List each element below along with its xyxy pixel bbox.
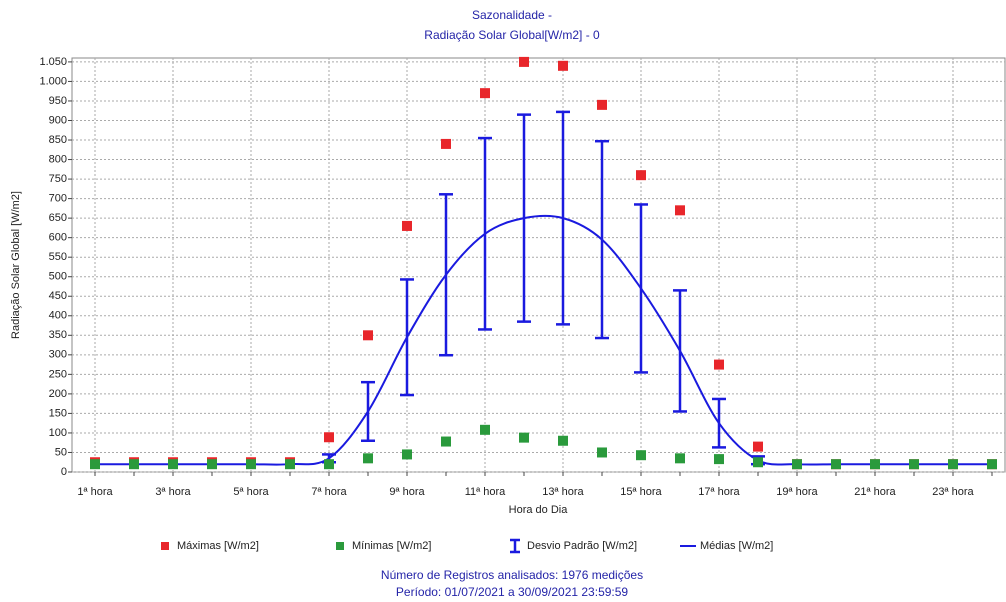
point [792,459,802,470]
error-bar [400,278,414,397]
x-tick-label: 23ª hora [932,486,974,498]
point [519,432,529,443]
y-tick-label: 600 [49,232,67,244]
point [402,220,412,231]
point [831,459,841,470]
y-tick-label: 300 [49,349,67,361]
point [636,170,646,181]
y-tick-label: 450 [49,290,67,302]
point [441,436,451,447]
y-tick-label: 1.050 [39,56,67,68]
y-tick-label: 500 [49,271,67,283]
point [324,432,334,443]
point [558,435,568,446]
point [714,359,724,370]
x-tick-label: 13ª hora [542,486,584,498]
y-tick-label: 50 [55,446,67,458]
point [987,459,997,470]
point [402,449,412,460]
point [675,205,685,216]
plot-area [71,57,1006,473]
point [207,459,217,470]
point [129,459,139,470]
legend-label: Desvio Padrão [W/m2] [527,540,637,552]
legend-label: Mínimas [W/m2] [352,540,431,552]
legend-swatch [510,538,520,554]
error-bar [712,397,726,449]
x-tick-label: 1ª hora [77,486,113,498]
y-tick-label: 950 [49,95,67,107]
x-tick-label: 9ª hora [389,486,425,498]
chart-title: Sazonalidade - [472,8,552,22]
error-bar [673,289,687,413]
point [753,457,763,468]
y-tick-label: 900 [49,114,67,126]
x-tick-label: 11ª hora [465,486,506,498]
y-tick-label: 250 [49,368,67,380]
y-tick-label: 350 [49,329,67,341]
y-tick-label: 100 [49,427,67,439]
x-tick-label: 15ª hora [620,486,662,498]
note: Número de Registros analisados: 1976 med… [381,568,643,582]
x-tick-label: 21ª hora [854,486,896,498]
legend-label: Médias [W/m2] [700,540,773,552]
x-tick-label: 3ª hora [155,486,191,498]
error-bar [361,380,375,443]
y-tick-label: 550 [49,251,67,263]
error-bar [556,110,570,326]
point [90,459,100,470]
y-tick-label: 0 [61,466,67,478]
point [285,459,295,470]
y-axis-label: Radiação Solar Global [W/m2] [10,191,22,339]
error-bar [478,136,492,331]
y-tick-label: 850 [49,134,67,146]
point [909,459,919,470]
y-tick-label: 150 [49,407,67,419]
x-tick-label: 5ª hora [233,486,269,498]
y-tick-label: 200 [49,388,67,400]
error-bar [439,193,453,357]
y-tick-label: 650 [49,212,67,224]
note: Período: 01/07/2021 a 30/09/2021 23:59:5… [396,585,629,599]
y-tick-label: 750 [49,173,67,185]
error-bar [634,203,648,374]
point [597,99,607,110]
legend-swatch [336,542,344,550]
y-tick-label: 700 [49,193,67,205]
y-tick-label: 1.000 [39,75,67,87]
point [714,454,724,465]
point [948,459,958,470]
legend-swatch [161,542,169,550]
error-bar [595,139,609,340]
legend-label: Máximas [W/m2] [177,540,259,552]
point [246,459,256,470]
point [441,138,451,149]
point [480,88,490,99]
chart-subtitle: Radiação Solar Global[W/m2] - 0 [424,28,600,42]
point [363,330,373,341]
point [324,459,334,470]
point [363,453,373,464]
y-tick-label: 800 [49,153,67,165]
y-tick-label: 400 [49,310,67,322]
error-bar [517,113,531,323]
x-axis-label: Hora do Dia [509,504,569,516]
point [558,60,568,71]
x-tick-label: 7ª hora [311,486,347,498]
point [480,424,490,435]
point [597,447,607,458]
point [519,56,529,67]
x-tick-label: 19ª hora [776,486,818,498]
x-tick-label: 17ª hora [698,486,740,498]
point [753,441,763,452]
point [636,450,646,461]
point [870,459,880,470]
point [168,459,178,470]
point [675,453,685,464]
